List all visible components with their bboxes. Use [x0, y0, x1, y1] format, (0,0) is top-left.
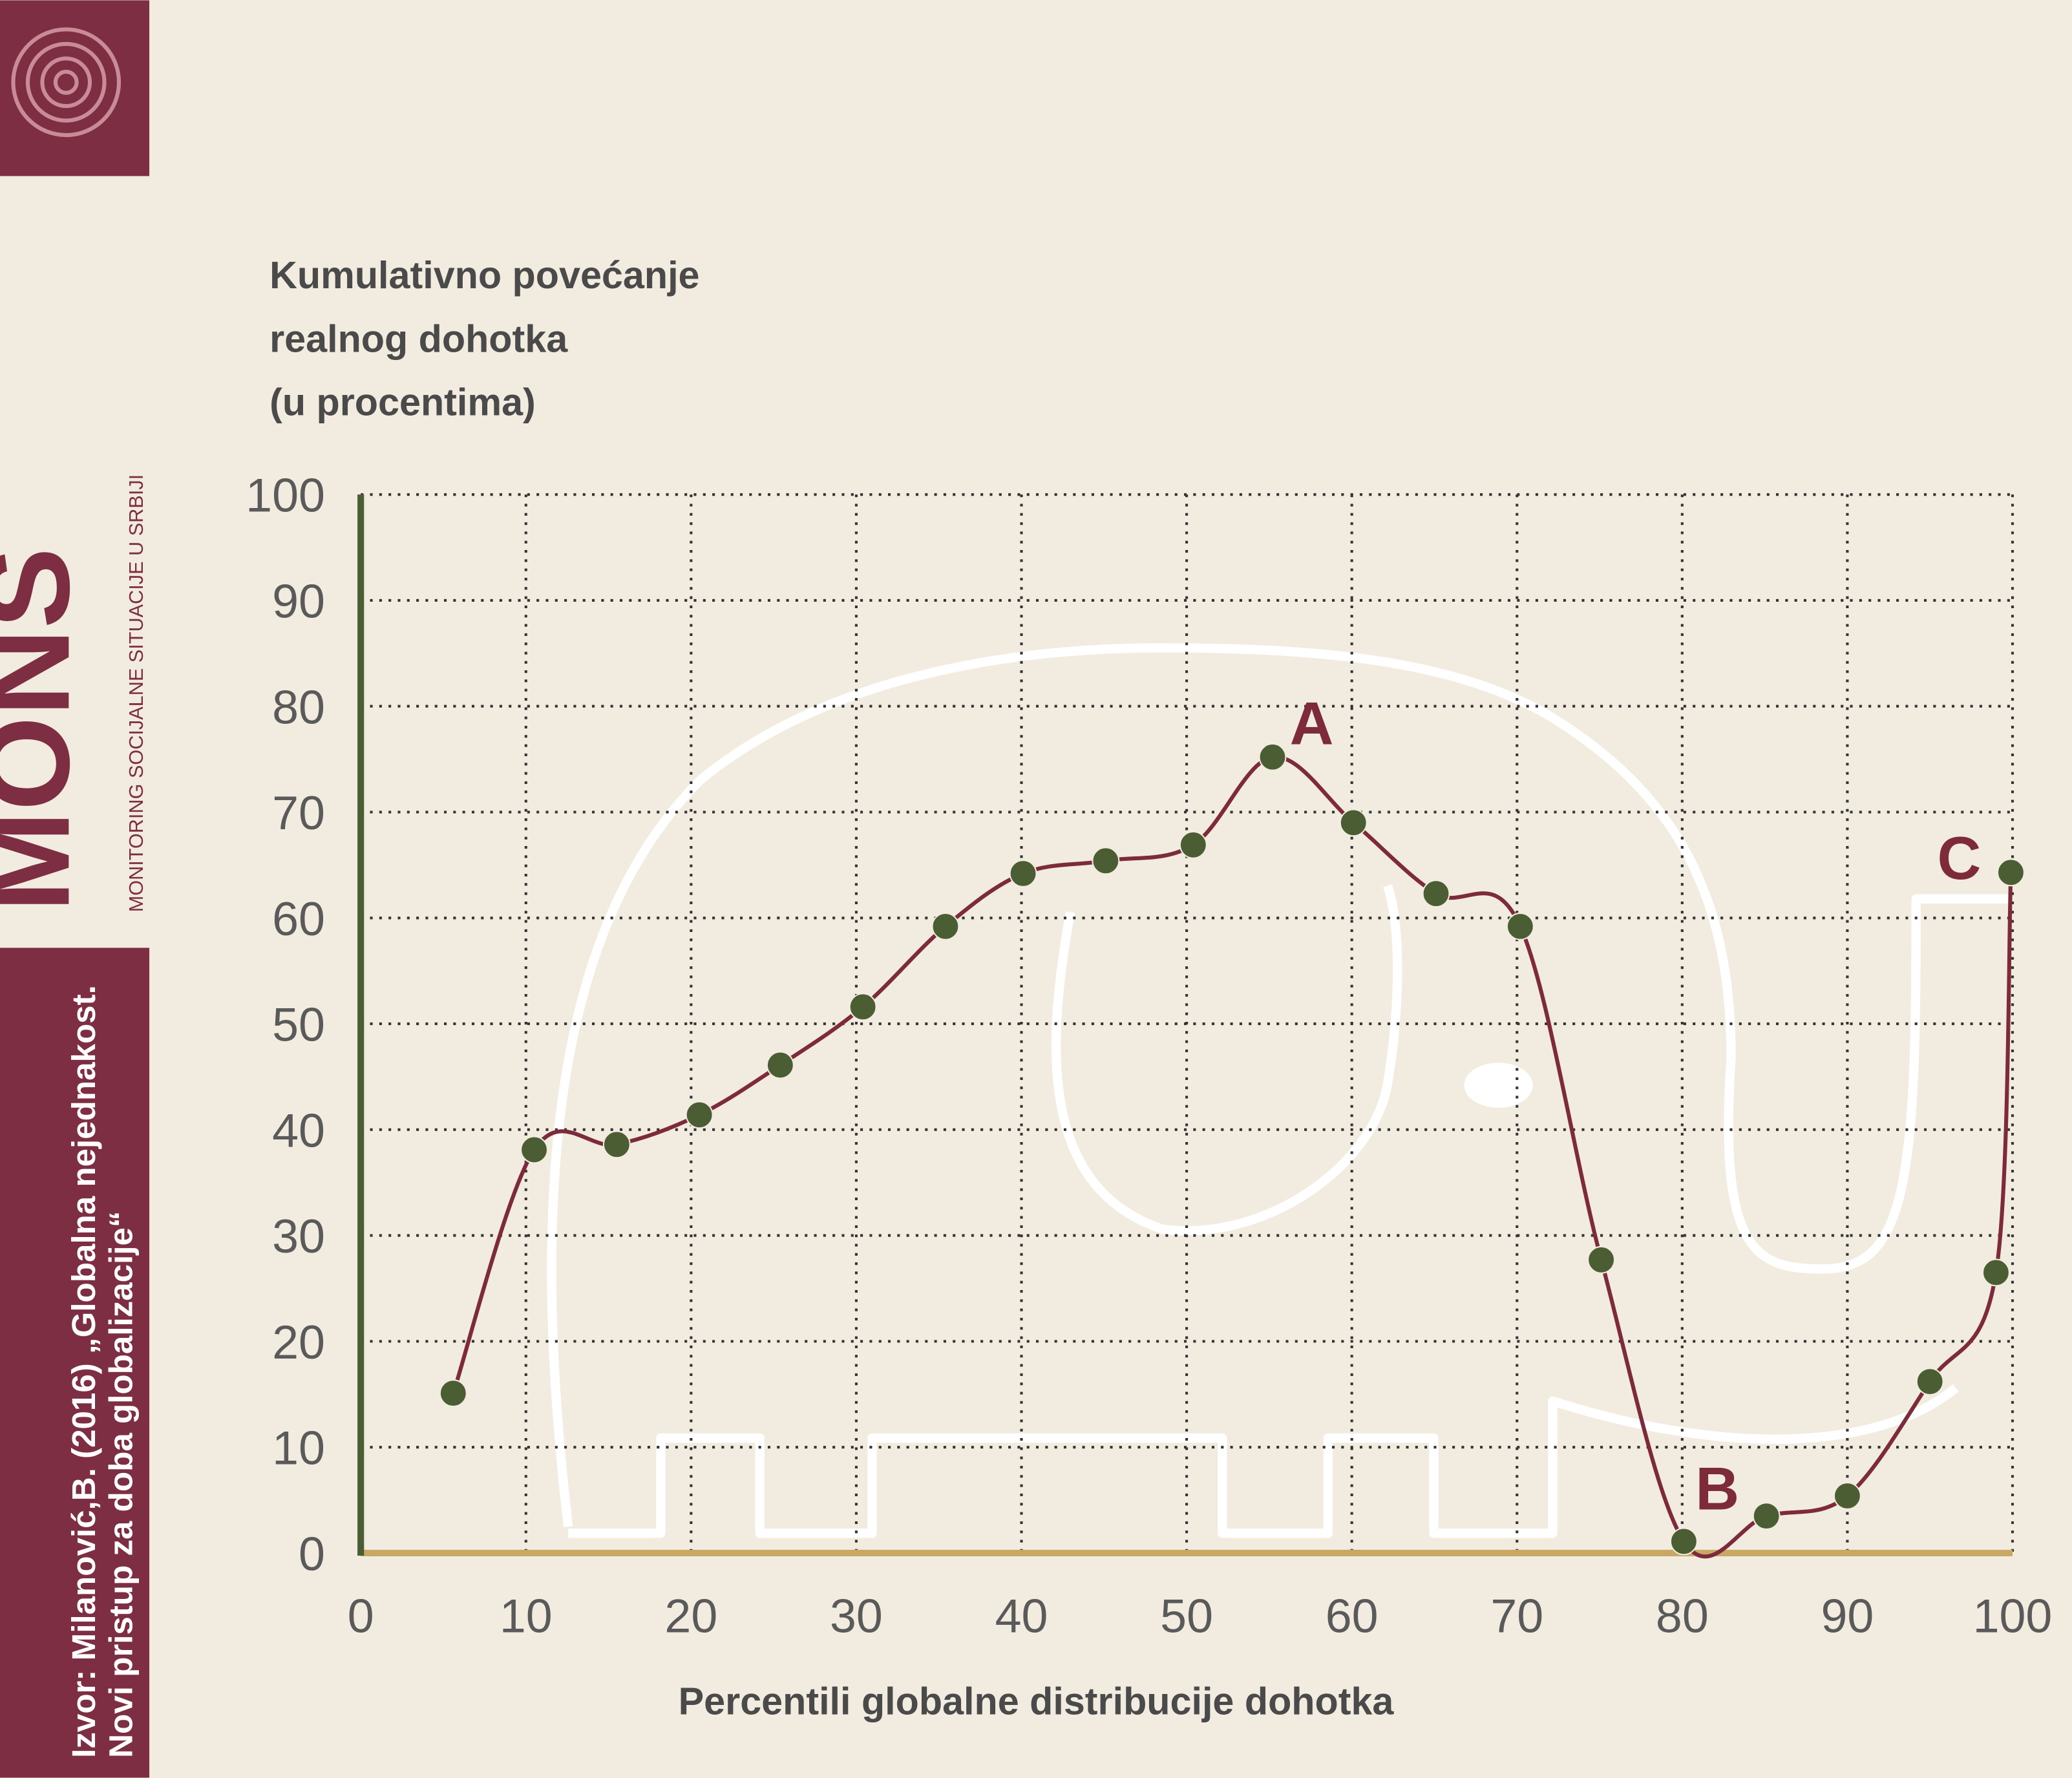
x-tick-label: 0	[348, 1589, 374, 1643]
logo-name: MONS	[0, 547, 94, 912]
x-tick-label: 60	[1326, 1589, 1379, 1643]
y-tick-label: 100	[246, 469, 325, 522]
y-tick-label: 70	[272, 786, 325, 840]
data-point	[1422, 880, 1450, 908]
x-tick-label: 10	[500, 1589, 553, 1643]
annotation: C	[1937, 824, 1981, 892]
data-point	[1833, 1482, 1861, 1510]
y-tick-label: 90	[272, 575, 325, 628]
data-point	[685, 1101, 714, 1129]
data-point	[1258, 743, 1287, 771]
source-band	[0, 947, 150, 1778]
y-axis-title: Kumulativno povećanje	[270, 253, 699, 297]
y-tick-label: 30	[272, 1209, 325, 1263]
x-tick-label: 80	[1656, 1589, 1709, 1643]
data-point	[1916, 1368, 1944, 1396]
annotation: A	[1290, 690, 1334, 757]
x-tick-label: 70	[1490, 1589, 1543, 1643]
x-tick-label: 50	[1160, 1589, 1213, 1643]
logo-icon	[11, 27, 122, 138]
data-point	[1996, 858, 2025, 887]
elephant-outline	[547, 643, 2009, 1538]
data-point	[1669, 1527, 1698, 1556]
source-line: Novi pristup za doba globalizacije“	[102, 1211, 139, 1758]
data-point	[439, 1379, 467, 1408]
y-tick-label: 10	[272, 1421, 325, 1475]
data-point	[1179, 831, 1207, 859]
data-point	[849, 993, 877, 1021]
annotation: B	[1695, 1454, 1739, 1522]
x-axis-title: Percentili globalne distribucije dohotka	[679, 1679, 1395, 1722]
data-point	[1587, 1245, 1616, 1274]
data-point	[1982, 1258, 2010, 1287]
data-point	[1339, 809, 1368, 837]
y-axis-title: (u procentima)	[270, 380, 536, 423]
x-tick-label: 30	[830, 1589, 883, 1643]
y-tick-label: 80	[272, 680, 325, 734]
plot-area: Kumulativno povećanje realnog dohotka (u p…	[246, 253, 2052, 1722]
data-point	[1506, 912, 1534, 940]
logo-tagline: MONITORING SOCIJALNE SITUACIJE U SRBIJI	[125, 474, 147, 912]
x-tick-label: 20	[664, 1589, 717, 1643]
y-axis-title: realnog dohotka	[270, 317, 568, 360]
y-tick-label: 20	[272, 1315, 325, 1369]
y-tick-label: 60	[272, 892, 325, 946]
elephant-eye	[1464, 1063, 1533, 1108]
x-tick-label: 100	[1973, 1589, 2053, 1643]
data-point	[1092, 847, 1120, 875]
source-line: Izvor: Milanović,B. (2016) „Globalna nej…	[65, 985, 102, 1758]
y-tick-label: 50	[272, 998, 325, 1052]
x-tick-label: 40	[995, 1589, 1048, 1643]
y-tick-label: 0	[299, 1527, 325, 1581]
data-point	[1009, 860, 1037, 887]
y-tick-label: 40	[272, 1103, 325, 1157]
data-point	[602, 1130, 631, 1159]
x-tick-label: 90	[1821, 1589, 1874, 1643]
data-point	[766, 1051, 794, 1079]
data-point	[520, 1136, 549, 1164]
data-point	[1752, 1502, 1781, 1530]
data-point	[931, 912, 960, 940]
